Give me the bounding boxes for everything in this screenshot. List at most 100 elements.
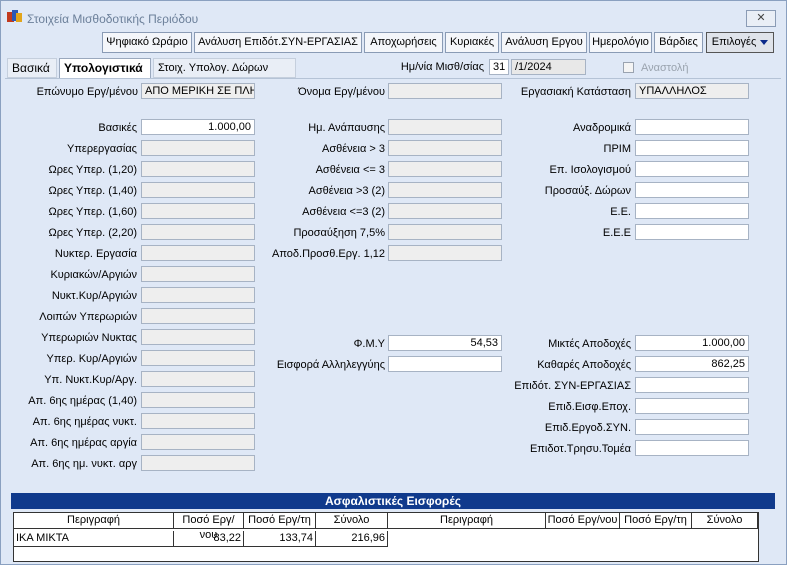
calendar-button[interactable]: Ημερολόγιο bbox=[589, 32, 652, 53]
earnings-2-field[interactable] bbox=[141, 161, 255, 177]
tab-bonus-calculation[interactable]: Στοιχ. Υπολογ. Δώρων bbox=[153, 58, 296, 78]
totals-4-field[interactable] bbox=[635, 419, 749, 435]
absence-3-field[interactable] bbox=[388, 182, 502, 198]
first-name-field[interactable] bbox=[388, 83, 502, 99]
surname-field[interactable]: ΑΠΟ ΜΕΡΙΚΗ ΣΕ ΠΛΗΡΗ bbox=[141, 83, 255, 99]
contribution-employee-cell[interactable]: 83,22 bbox=[174, 531, 244, 547]
options-dropdown[interactable]: Επιλογές bbox=[706, 32, 774, 53]
column-header-employee[interactable]: Ποσό Εργ/νου bbox=[174, 513, 244, 541]
column-header-total[interactable]: Σύνολο bbox=[316, 513, 388, 529]
totals-1-label: Καθαρές Αποδοχές bbox=[537, 359, 631, 371]
earnings-2-label: Ωρες Υπερ. (1,20) bbox=[48, 164, 137, 176]
suspension-checkbox[interactable] bbox=[623, 62, 634, 73]
column-header-employee2[interactable]: Ποσό Εργ/νου bbox=[546, 513, 620, 529]
earnings-5-field[interactable] bbox=[141, 224, 255, 240]
options-label: Επιλογές bbox=[711, 36, 757, 48]
earnings-0-label: Βασικές bbox=[98, 122, 137, 134]
tab-calculations[interactable]: Υπολογιστικά bbox=[59, 58, 151, 78]
extra-0-label: Αναδρομικά bbox=[572, 122, 631, 134]
absence-5-field[interactable] bbox=[388, 224, 502, 240]
absence-1-label: Ασθένεια > 3 bbox=[321, 143, 385, 155]
earnings-11-field[interactable] bbox=[141, 350, 255, 366]
earnings-14-label: Απ. 6ης ημέρας νυκτ. bbox=[32, 416, 137, 428]
earnings-15-field[interactable] bbox=[141, 434, 255, 450]
earnings-1-field[interactable] bbox=[141, 140, 255, 156]
absence-3-label: Ασθένεια >3 (2) bbox=[308, 185, 385, 197]
column-header-employer2[interactable]: Ποσό Εργ/τη bbox=[620, 513, 692, 529]
tax-1-field[interactable] bbox=[388, 356, 502, 372]
contributions-table: Περιγραφή Ποσό Εργ/νου Ποσό Εργ/τη Σύνολο Πε… bbox=[13, 512, 759, 562]
absence-4-field[interactable] bbox=[388, 203, 502, 219]
contribution-total-cell[interactable]: 216,96 bbox=[316, 531, 388, 547]
earnings-10-label: Υπερωριών Νυκτας bbox=[41, 332, 137, 344]
column-header-total2[interactable]: Σύνολο bbox=[692, 513, 758, 529]
earnings-16-field[interactable] bbox=[141, 455, 255, 471]
extra-3-field[interactable] bbox=[635, 182, 749, 198]
totals-3-field[interactable] bbox=[635, 398, 749, 414]
totals-2-label: Επιδότ. ΣΥΝ-ΕΡΓΑΣΙΑΣ bbox=[514, 380, 631, 392]
earnings-10-field[interactable] bbox=[141, 329, 255, 345]
extra-5-field[interactable] bbox=[635, 224, 749, 240]
payroll-month-input[interactable]: /1/2024 bbox=[511, 59, 586, 75]
earnings-15-label: Απ. 6ης ημέρας αργία bbox=[30, 437, 137, 449]
totals-2-field[interactable] bbox=[635, 377, 749, 393]
earnings-3-label: Ωρες Υπερ. (1,40) bbox=[48, 185, 137, 197]
surname-label: Επώνυμο Εργ/μένου bbox=[36, 86, 138, 98]
contribution-employer-cell[interactable]: 133,74 bbox=[244, 531, 316, 547]
shifts-button[interactable]: Βάρδιες bbox=[654, 32, 703, 53]
absence-4-label: Ασθένεια <=3 (2) bbox=[302, 206, 385, 218]
absence-6-label: Αποδ.Προσθ.Εργ. 1,12 bbox=[272, 248, 385, 260]
earnings-6-label: Νυκτερ. Εργασία bbox=[54, 248, 137, 260]
earnings-5-label: Ωρες Υπερ. (2,20) bbox=[48, 227, 137, 239]
app-icon bbox=[7, 10, 22, 22]
insurance-contributions-header: Ασφαλιστικές Εισφορές bbox=[11, 493, 775, 509]
earnings-13-field[interactable] bbox=[141, 392, 255, 408]
earnings-12-field[interactable] bbox=[141, 371, 255, 387]
absence-5-label: Προσαύξηση 7,5% bbox=[293, 227, 385, 239]
extra-0-field[interactable] bbox=[635, 119, 749, 135]
contribution-description-cell[interactable]: ΙΚΑ ΜΙΚΤΑ bbox=[14, 531, 174, 547]
first-name-label: Όνομα Εργ/μένου bbox=[298, 86, 385, 98]
extra-2-field[interactable] bbox=[635, 161, 749, 177]
totals-1-field[interactable]: 862,25 bbox=[635, 356, 749, 372]
tax-0-label: Φ.Μ.Υ bbox=[353, 338, 385, 350]
earnings-4-field[interactable] bbox=[141, 203, 255, 219]
column-header-desc2[interactable]: Περιγραφή bbox=[388, 513, 546, 529]
earnings-3-field[interactable] bbox=[141, 182, 255, 198]
absence-0-field[interactable] bbox=[388, 119, 502, 135]
earnings-6-field[interactable] bbox=[141, 245, 255, 261]
earnings-9-field[interactable] bbox=[141, 308, 255, 324]
column-header-employer[interactable]: Ποσό Εργ/τη bbox=[244, 513, 316, 529]
extra-3-label: Προσαύξ. Δώρων bbox=[544, 185, 631, 197]
tax-1-label: Εισφορά Αλληλεγγύης bbox=[276, 359, 385, 371]
earnings-14-field[interactable] bbox=[141, 413, 255, 429]
extra-5-label: Ε.Ε.Ε bbox=[602, 227, 631, 239]
totals-3-label: Επιδ.Εισφ.Εποχ. bbox=[548, 401, 631, 413]
tax-0-field[interactable]: 54,53 bbox=[388, 335, 502, 351]
totals-0-field[interactable]: 1.000,00 bbox=[635, 335, 749, 351]
earnings-16-label: Απ. 6ης ημ. νυκτ. αργ bbox=[31, 458, 137, 470]
column-header-desc[interactable]: Περιγραφή bbox=[14, 513, 174, 529]
earnings-7-field[interactable] bbox=[141, 266, 255, 282]
earnings-7-label: Κυριακών/Αργιών bbox=[50, 269, 137, 281]
work-analysis-button[interactable]: Ανάλυση Εργου bbox=[501, 32, 587, 53]
payroll-day-input[interactable]: 31 bbox=[489, 59, 509, 75]
earnings-0-field[interactable]: 1.000,00 bbox=[141, 119, 255, 135]
absence-6-field[interactable] bbox=[388, 245, 502, 261]
employment-status-field[interactable]: ΥΠΑΛΛΗΛΟΣ bbox=[635, 83, 749, 99]
digital-schedule-button[interactable]: Ψηφιακό Ωράριο bbox=[102, 32, 192, 53]
departures-button[interactable]: Αποχωρήσεις bbox=[364, 32, 443, 53]
extra-1-field[interactable] bbox=[635, 140, 749, 156]
close-button[interactable]: ✕ bbox=[746, 10, 776, 27]
absence-1-field[interactable] bbox=[388, 140, 502, 156]
subsidy-analysis-button[interactable]: Ανάλυση Επιδότ.ΣΥΝ-ΕΡΓΑΣΙΑΣ bbox=[194, 32, 362, 53]
tab-basic[interactable]: Βασικά bbox=[7, 58, 57, 78]
totals-5-field[interactable] bbox=[635, 440, 749, 456]
extra-4-field[interactable] bbox=[635, 203, 749, 219]
totals-5-label: Επιδοτ.Τρησυ.Τομέα bbox=[529, 443, 631, 455]
absence-2-field[interactable] bbox=[388, 161, 502, 177]
sundays-button[interactable]: Κυριακές bbox=[445, 32, 499, 53]
chevron-down-icon bbox=[760, 39, 769, 45]
earnings-8-field[interactable] bbox=[141, 287, 255, 303]
